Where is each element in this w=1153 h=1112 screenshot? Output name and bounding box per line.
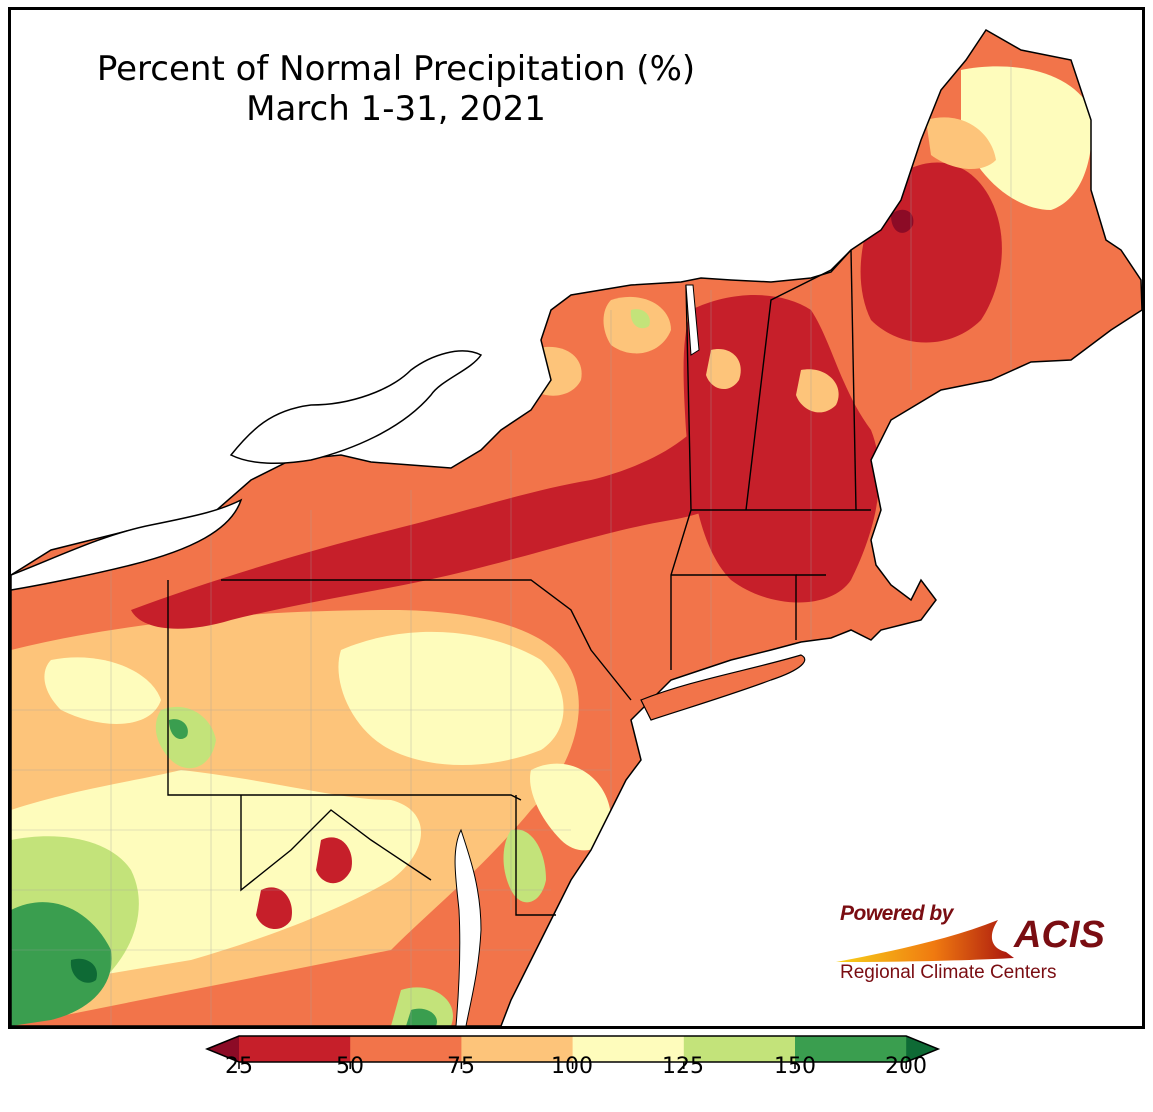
legend-bin xyxy=(572,1036,685,1062)
long-island xyxy=(640,654,806,721)
legend-bin xyxy=(239,1036,351,1062)
state-borders xyxy=(167,249,871,916)
lake-erie xyxy=(11,498,243,591)
legend-bin xyxy=(461,1036,574,1062)
great-lakes xyxy=(11,350,483,591)
lake-ontario xyxy=(229,350,483,465)
county-lines xyxy=(11,60,1012,1026)
legend-bin xyxy=(795,1036,907,1062)
swoosh-icon xyxy=(836,920,1014,962)
legend-tick: 200 xyxy=(885,1054,927,1079)
color-legend xyxy=(205,1035,941,1069)
legend-over-arrow xyxy=(906,1036,939,1062)
logo-subtitle: Regional Climate Centers xyxy=(840,962,1057,983)
legend-tick: 100 xyxy=(551,1054,593,1079)
lake-champlain xyxy=(685,284,700,356)
legend-tick: 75 xyxy=(447,1054,475,1079)
acis-logo: Powered by ACIS Regional Climate Centers xyxy=(828,900,1118,1000)
precipitation-map xyxy=(11,29,1142,1026)
legend-bin xyxy=(683,1036,796,1062)
map-title: Percent of Normal Precipitation (%) xyxy=(96,49,696,89)
legend-under-arrow xyxy=(207,1036,239,1062)
chesapeake-bay xyxy=(454,828,482,1026)
legend-tick: 25 xyxy=(225,1054,253,1079)
map-panel: Percent of Normal Precipitation (%) Marc… xyxy=(8,7,1145,1029)
legend-tick: 125 xyxy=(662,1054,704,1079)
precip-zones xyxy=(11,66,1092,1026)
legend-bin xyxy=(350,1036,462,1062)
legend-tick: 50 xyxy=(336,1054,364,1079)
logo-powered-by: Powered by xyxy=(840,902,953,925)
legend-bins xyxy=(205,1035,941,1069)
logo-brand: ACIS xyxy=(1014,914,1105,956)
legend-tick: 150 xyxy=(774,1054,816,1079)
map-subtitle: March 1-31, 2021 xyxy=(246,89,546,129)
